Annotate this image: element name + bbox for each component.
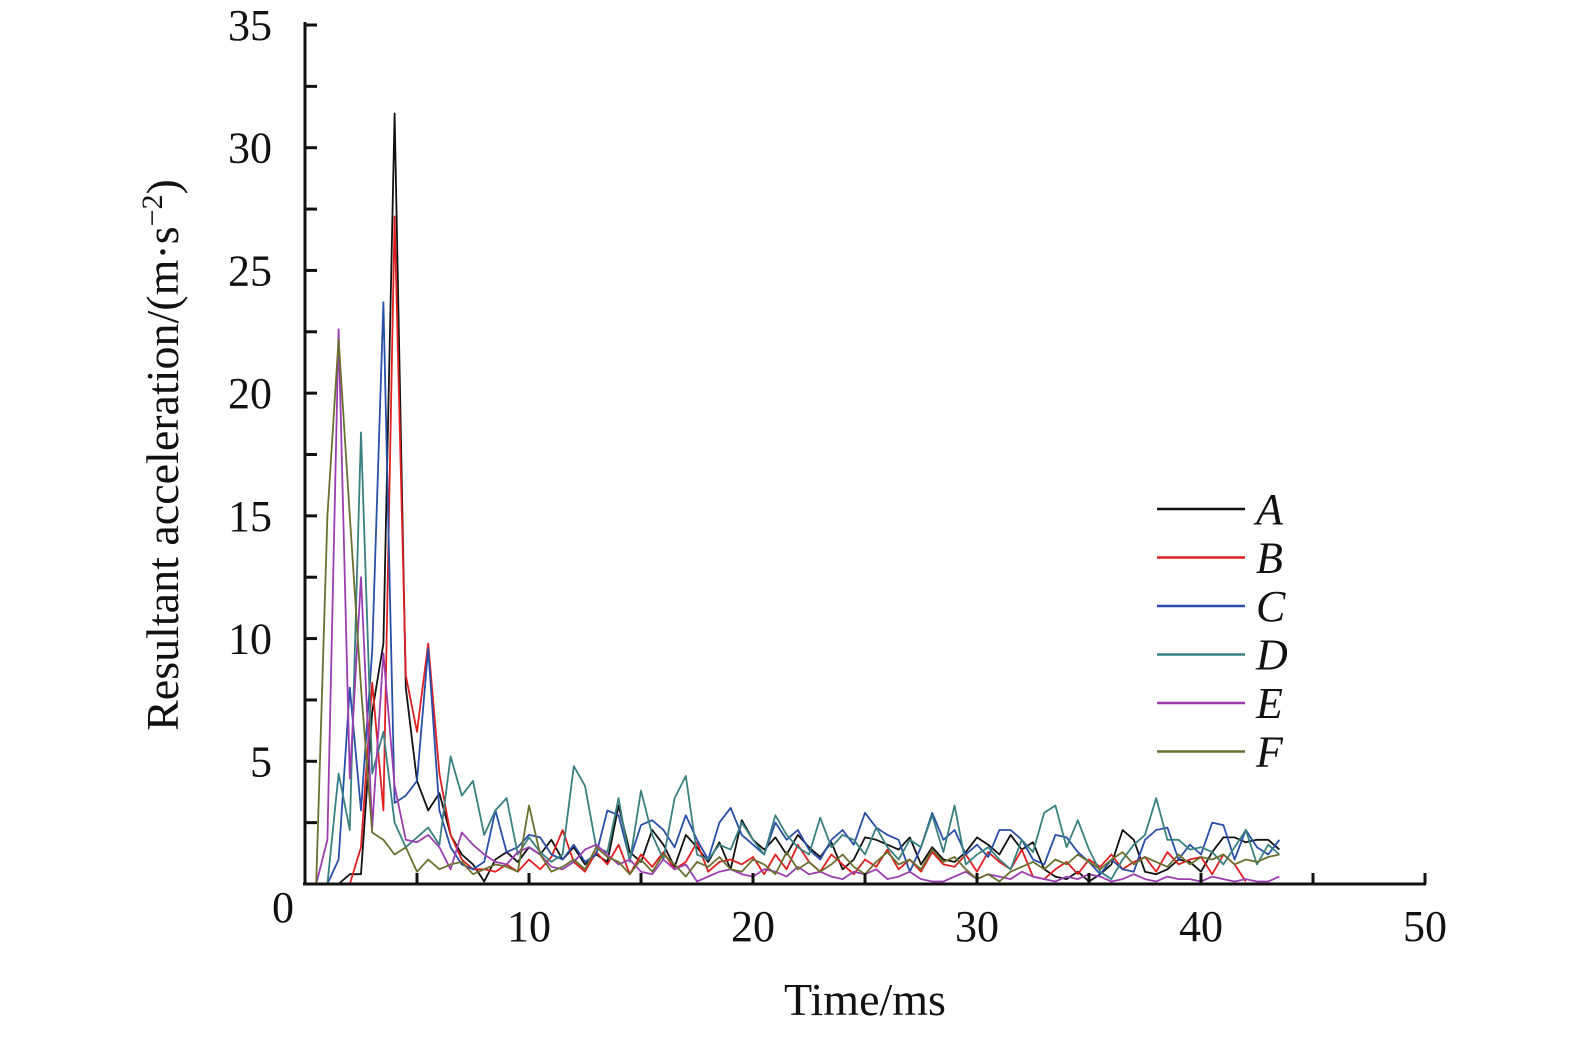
series-line-a <box>305 112 1280 885</box>
y-tick-label: 20 <box>228 369 272 418</box>
y-tick-label: 35 <box>228 1 272 50</box>
y-tick-label: 30 <box>228 124 272 173</box>
series-line-d <box>305 431 1280 885</box>
x-tick-label: 30 <box>955 902 999 951</box>
y-tick-label: 5 <box>250 737 272 786</box>
x-axis-label: Time/ms <box>784 974 946 1025</box>
x-tick-label: 10 <box>507 902 551 951</box>
origin-label: 0 <box>272 883 294 932</box>
x-tick-label: 20 <box>731 902 775 951</box>
y-axis-label-main: Resultant acceleration/(m·s <box>137 226 188 731</box>
legend-label-c: C <box>1256 582 1286 631</box>
legend-label-b: B <box>1256 534 1283 583</box>
y-tick-label: 15 <box>228 492 272 541</box>
y-axis-label: Resultant acceleration/(m·s−2) <box>136 179 188 731</box>
y-axis-label-close: ) <box>137 179 188 194</box>
series-line-e <box>305 328 1280 885</box>
ticks-layer: 5 10 15 20 25 30 35 10 20 30 40 50 <box>228 1 1447 951</box>
x-tick-label: 40 <box>1179 902 1223 951</box>
series-line-c <box>305 301 1281 885</box>
x-tick-label: 50 <box>1403 902 1447 951</box>
legend-label-e: E <box>1255 679 1283 728</box>
y-tick-label: 10 <box>228 615 272 664</box>
legend-label-d: D <box>1255 631 1288 680</box>
y-tick-label: 25 <box>228 246 272 295</box>
series-line-b <box>305 215 1247 885</box>
y-axis-label-sup: −2 <box>136 194 169 226</box>
series-layer <box>305 112 1281 885</box>
legend-label-f: F <box>1255 728 1284 777</box>
series-line-f <box>305 338 1280 885</box>
legend-label-a: A <box>1253 485 1284 534</box>
